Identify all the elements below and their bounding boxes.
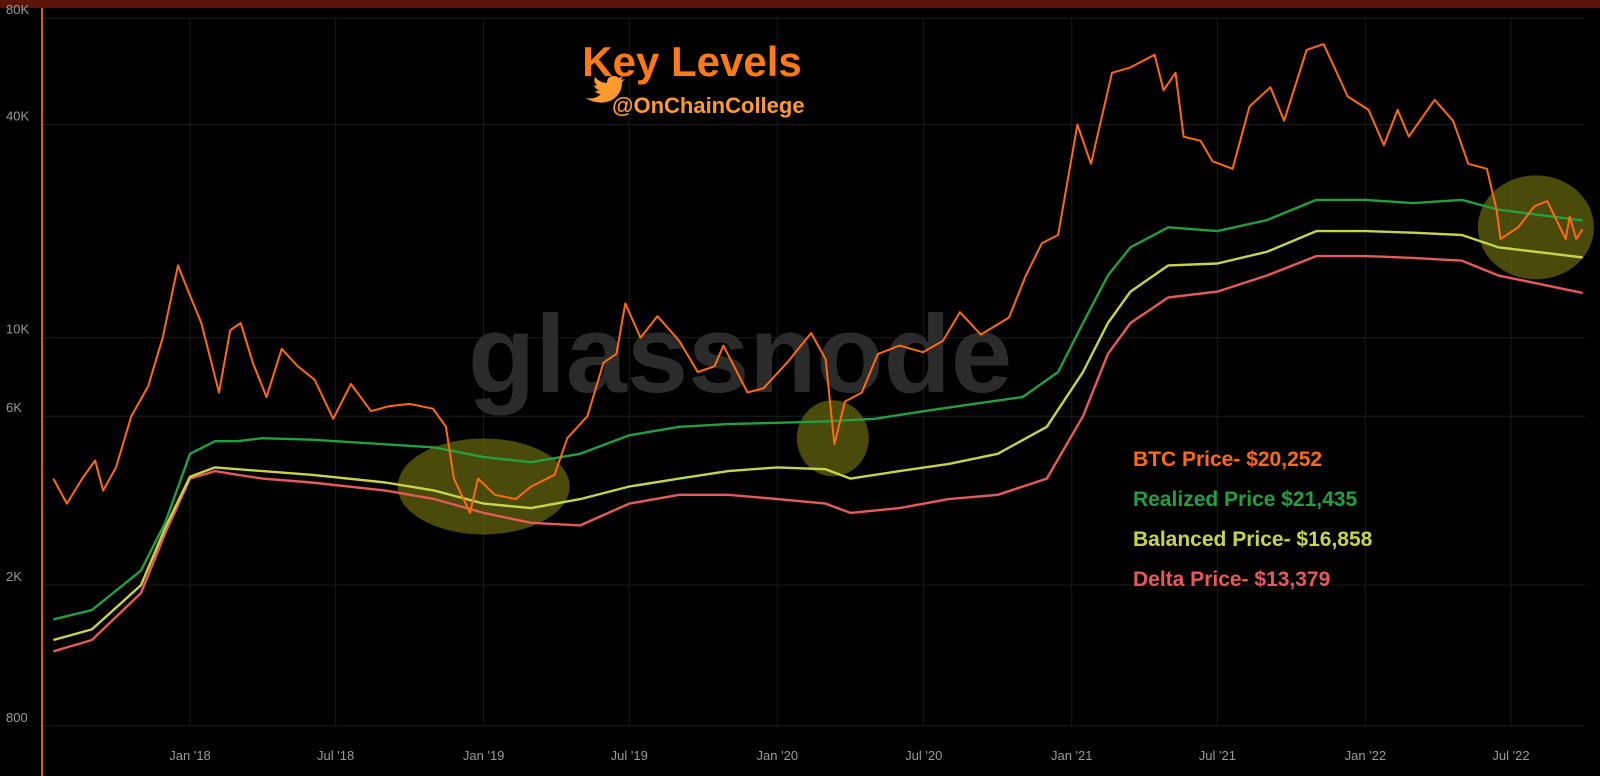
series-line-delta-price xyxy=(52,254,1583,653)
legend-entry: Realized Price $21,435 xyxy=(1133,488,1357,511)
y-tick-label: 10K xyxy=(6,322,29,337)
legend-entry: BTC Price- $20,252 xyxy=(1133,448,1322,471)
x-tick-label: Jul '22 xyxy=(1492,748,1529,763)
x-tick-label: Jan '18 xyxy=(169,748,211,763)
y-tick-label: 80K xyxy=(6,2,29,17)
y-tick-label: 6K xyxy=(6,400,22,415)
x-tick-label: Jan '22 xyxy=(1345,748,1387,763)
top-bar xyxy=(0,0,1600,8)
x-tick-label: Jul '18 xyxy=(317,748,354,763)
legend-entry: Balanced Price- $16,858 xyxy=(1133,528,1373,551)
x-tick-label: Jan '20 xyxy=(757,748,799,763)
highlight-ellipse xyxy=(1477,175,1594,280)
x-tick-label: Jul '20 xyxy=(905,748,942,763)
x-tick-label: Jul '21 xyxy=(1199,748,1236,763)
y-tick-label: 40K xyxy=(6,109,29,124)
glassnode-watermark: glassnode xyxy=(468,293,1012,416)
y-tick-label: 2K xyxy=(6,569,22,584)
series-line-realized-price xyxy=(53,198,1583,621)
twitter-icon xyxy=(585,76,625,103)
series-line-btc-price xyxy=(52,43,1584,514)
legend-entry: Delta Price- $13,379 xyxy=(1133,568,1330,591)
highlight-ellipse xyxy=(397,438,570,535)
x-tick-label: Jan '21 xyxy=(1051,748,1093,763)
series-line-balanced-price xyxy=(52,229,1583,642)
x-tick-label: Jul '19 xyxy=(611,748,648,763)
chart-title: Key Levels xyxy=(582,38,801,85)
x-tick-label: Jan '19 xyxy=(463,748,505,763)
chart-subtitle: @OnChainCollege xyxy=(612,93,805,118)
y-tick-label: 800 xyxy=(6,710,28,725)
